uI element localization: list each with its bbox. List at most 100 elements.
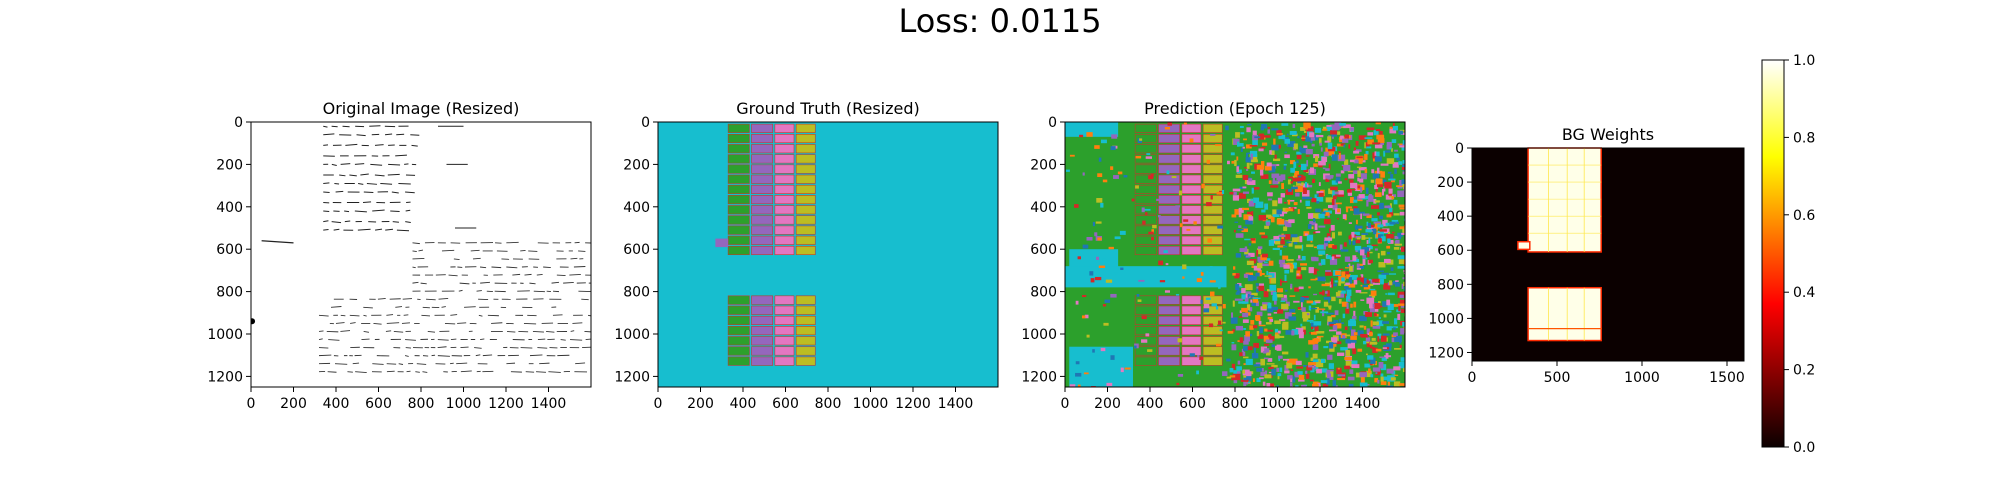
pred-noise xyxy=(1243,138,1247,141)
pred-noise xyxy=(1216,343,1222,347)
pred-noise xyxy=(1379,202,1384,210)
pred-noise xyxy=(1361,234,1366,240)
pred-noise xyxy=(1288,219,1295,224)
pred-noise xyxy=(1399,211,1405,216)
pred-noise xyxy=(1366,370,1372,378)
pred-noise xyxy=(1264,348,1270,353)
colorbar-tick-label: 0.6 xyxy=(1793,208,1815,224)
pred-noise xyxy=(1295,385,1299,387)
pred-noise xyxy=(1399,383,1405,386)
pred-noise xyxy=(1300,127,1306,131)
pred-cell xyxy=(1181,305,1202,315)
pred-noise xyxy=(1238,285,1243,288)
pred-noise xyxy=(1309,379,1315,382)
mask-cell xyxy=(774,164,795,174)
pred-noise xyxy=(1092,349,1095,353)
pred-noise xyxy=(1082,295,1087,298)
pred-noise xyxy=(1375,128,1381,132)
pred-noise xyxy=(1291,186,1298,190)
pred-noise xyxy=(1339,123,1346,126)
pred-noise xyxy=(1306,206,1312,209)
pred-noise xyxy=(1283,166,1287,170)
x-tick-label: 1400 xyxy=(938,396,974,412)
pred-noise xyxy=(1359,315,1367,322)
pred-noise xyxy=(1326,233,1331,239)
pred-noise xyxy=(1380,278,1384,285)
ink-stroke xyxy=(472,257,481,260)
pred-noise xyxy=(1290,264,1293,270)
mask-cell xyxy=(727,295,750,305)
pred-noise xyxy=(1359,382,1368,387)
pred-noise xyxy=(1268,166,1276,173)
pred-noise xyxy=(1265,339,1273,343)
pred-noise xyxy=(1246,127,1251,133)
pred-noise xyxy=(1267,129,1270,134)
pred-noise xyxy=(1270,149,1275,155)
pred-noise xyxy=(1366,127,1375,131)
pred-noise xyxy=(1319,142,1322,146)
pred-noise xyxy=(1387,171,1392,174)
ink-stroke xyxy=(396,229,410,232)
pred-noise xyxy=(1404,272,1405,276)
pred-noise xyxy=(1317,358,1320,364)
pred-noise xyxy=(1302,328,1306,335)
pred-noise xyxy=(1141,339,1148,343)
pred-cell xyxy=(1134,235,1157,245)
pred-noise xyxy=(1375,122,1381,125)
pred-noise xyxy=(1292,123,1296,129)
pred-noise xyxy=(1368,278,1371,281)
ink-stroke xyxy=(548,371,561,373)
pred-noise xyxy=(1303,297,1310,300)
pred-noise xyxy=(1329,323,1335,327)
pred-noise xyxy=(1284,138,1291,144)
pred-noise xyxy=(1246,260,1254,266)
ink-stroke xyxy=(323,182,330,184)
pred-noise xyxy=(1390,377,1396,381)
pred-noise xyxy=(1349,318,1356,321)
pred-noise xyxy=(1242,186,1247,189)
pred-noise xyxy=(1282,321,1289,329)
pred-noise xyxy=(1274,345,1282,350)
pred-noise xyxy=(1403,186,1405,191)
pred-noise xyxy=(1296,270,1301,277)
mask-cell xyxy=(774,205,795,215)
pred-noise xyxy=(1219,329,1223,332)
pred-cell xyxy=(1202,235,1223,245)
pred-noise xyxy=(1369,363,1373,366)
pred-noise xyxy=(1263,291,1269,298)
pred-noise xyxy=(1356,237,1361,240)
pred-noise xyxy=(1256,289,1259,293)
pred-noise xyxy=(1353,147,1356,151)
pred-noise xyxy=(1374,156,1382,162)
pred-noise xyxy=(1248,252,1255,257)
pred-noise xyxy=(1394,235,1399,240)
pred-noise xyxy=(1314,194,1317,199)
panel-ground-truth: Ground Truth (Resized) 0 200 400 600 800 1000… xyxy=(614,99,999,412)
pred-noise xyxy=(1234,209,1240,215)
pred-noise xyxy=(1110,166,1114,170)
pred-noise xyxy=(1299,146,1302,153)
pred-noise xyxy=(1313,218,1316,223)
pred-noise xyxy=(1321,283,1330,287)
pred-noise xyxy=(1357,170,1361,177)
pred-noise xyxy=(1083,372,1089,375)
pred-cell xyxy=(1181,245,1202,256)
ink-stroke xyxy=(261,240,294,244)
pred-noise xyxy=(1393,247,1400,250)
pred-noise xyxy=(1248,307,1253,312)
pred-noise xyxy=(1151,229,1155,233)
pred-noise xyxy=(1260,372,1268,377)
pred-noise xyxy=(1333,283,1337,287)
mask-cell xyxy=(774,123,795,133)
pred-noise xyxy=(1141,315,1147,320)
mask-cell xyxy=(751,295,774,305)
pred-noise xyxy=(1326,290,1330,297)
pred-noise xyxy=(1313,268,1317,275)
pred-noise xyxy=(1370,290,1377,296)
pred-noise xyxy=(1249,325,1254,330)
pred-noise xyxy=(1397,186,1403,189)
pred-noise xyxy=(1359,292,1368,294)
pred-noise xyxy=(1306,126,1314,133)
mask-cell xyxy=(727,195,750,205)
pred-noise xyxy=(1278,134,1286,140)
